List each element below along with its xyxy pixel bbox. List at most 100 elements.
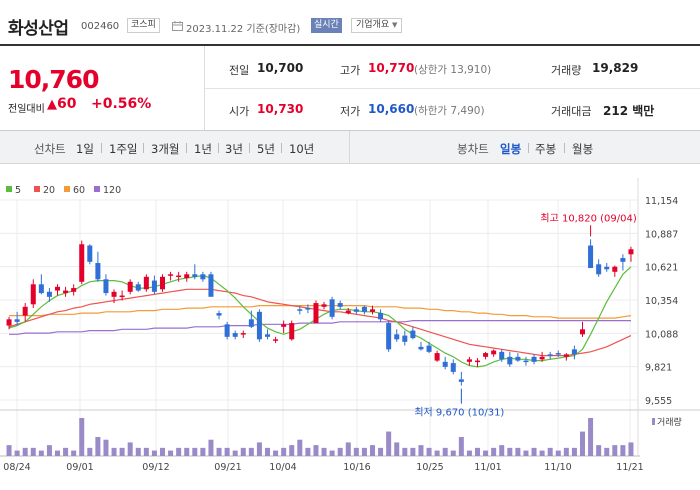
candle-body [555,353,561,355]
change-value: 60 [57,96,77,112]
candle-body [507,356,513,365]
high-annotation: 최고 10,820 (09/04) [540,212,636,224]
candle-body [442,361,448,367]
volume-bar [426,447,432,456]
legend-label: 20 [43,185,55,196]
candle-monthly[interactable]: 월봉 [572,142,594,156]
volume-bar [523,450,529,456]
amount-value: 212 백만 [603,104,655,118]
volume-bar [410,447,416,456]
x-tick-label: 09/21 [214,462,241,473]
candle-body [474,360,481,363]
volume-bar [450,450,456,456]
volume-bar [329,450,335,456]
candle-body [386,323,392,350]
candle-body [176,275,182,278]
header-divider [0,44,700,46]
candle-body [305,308,311,310]
period-1w[interactable]: 1주일 [109,142,138,156]
lower-limit: (하한가 7,490) [414,105,485,117]
volume-bar [240,447,246,456]
volume-bar [474,447,481,456]
volume-bar [313,445,319,456]
change-value-row: ▲60 [47,96,76,112]
candle-weekly[interactable]: 주봉 [535,142,557,156]
period-1d[interactable]: 1일 [76,142,94,156]
separator [143,143,144,153]
volume-bar [297,439,303,456]
candle-body [353,309,359,312]
volume-bar [22,447,28,456]
candle-body [394,334,400,340]
volume-bar [216,447,222,456]
reference-date: 2023.11.22 기준(장마감) [186,24,301,35]
period-10y[interactable]: 10년 [289,142,315,156]
volume-bar [402,447,408,456]
chevron-down-icon: ▼ [392,21,398,29]
candle-body [184,274,190,279]
candle-body [14,319,20,322]
high-label: 고가 [340,64,361,77]
volume-bar [95,437,101,456]
open-label: 시가 [229,105,250,118]
volume-bar [200,447,206,456]
amount-label: 거래대금 [551,105,592,118]
separator [101,143,102,153]
candlestick-chart: 5 20 60 120 11,154 10,887 10,621 10,354 10,088 9,… [0,178,700,473]
volume-bar [321,447,327,456]
volume-bar [192,447,198,456]
candle-body [256,311,262,340]
volume-bar [103,439,109,456]
period-1y[interactable]: 1년 [194,142,212,156]
candle-body [38,284,44,294]
candle-body [579,329,586,335]
candle-body [563,354,569,357]
company-overview-dropdown[interactable]: 기업개요 ▼ [351,18,403,33]
volume-bar [71,450,77,456]
separator [281,143,282,153]
volume-bar [127,442,133,456]
volume-bar [46,445,52,456]
candle-body [523,360,529,363]
volume-bar [442,447,448,456]
period-3y[interactable]: 3년 [225,142,243,156]
volume-bar [353,447,359,456]
volume-bar [628,442,634,456]
candle-body [159,276,166,290]
candle-body [434,353,440,361]
period-3m[interactable]: 3개월 [151,142,180,156]
volume-bar [264,447,271,456]
candle-body [63,290,69,294]
candle-body [95,263,101,280]
x-tick-label: 09/01 [66,462,93,473]
volume-bar [337,447,343,456]
volume-bar [54,450,61,456]
volume-bar [588,418,594,456]
candle-body [604,266,610,270]
volume-bar [151,450,157,456]
volume-legend-swatch [652,418,655,425]
x-tick-label: 10/16 [343,462,370,473]
separator [249,143,250,153]
candle-body [111,291,117,297]
legend-swatch [34,186,40,192]
line-chart-label: 선차트 [34,142,66,156]
realtime-button[interactable]: 실시간 [311,18,342,33]
candle-body [87,245,93,262]
candle-daily[interactable]: 일봉 [500,142,522,156]
y-tick-label: 10,088 [645,329,678,340]
volume-bar [547,447,553,456]
volume-bar [87,447,93,456]
low-label: 저가 [340,105,361,118]
volume-bar [208,439,214,456]
ma60-line [9,304,632,319]
toolbar-divider [349,131,350,164]
calendar-icon [172,21,183,31]
volume-bar [232,450,238,456]
stock-code: 002460 [81,21,120,32]
volume-bar [281,447,287,456]
candle-body [345,310,351,314]
period-5y[interactable]: 5년 [257,142,275,156]
candle-body [515,356,521,361]
volume-bar [555,450,561,456]
